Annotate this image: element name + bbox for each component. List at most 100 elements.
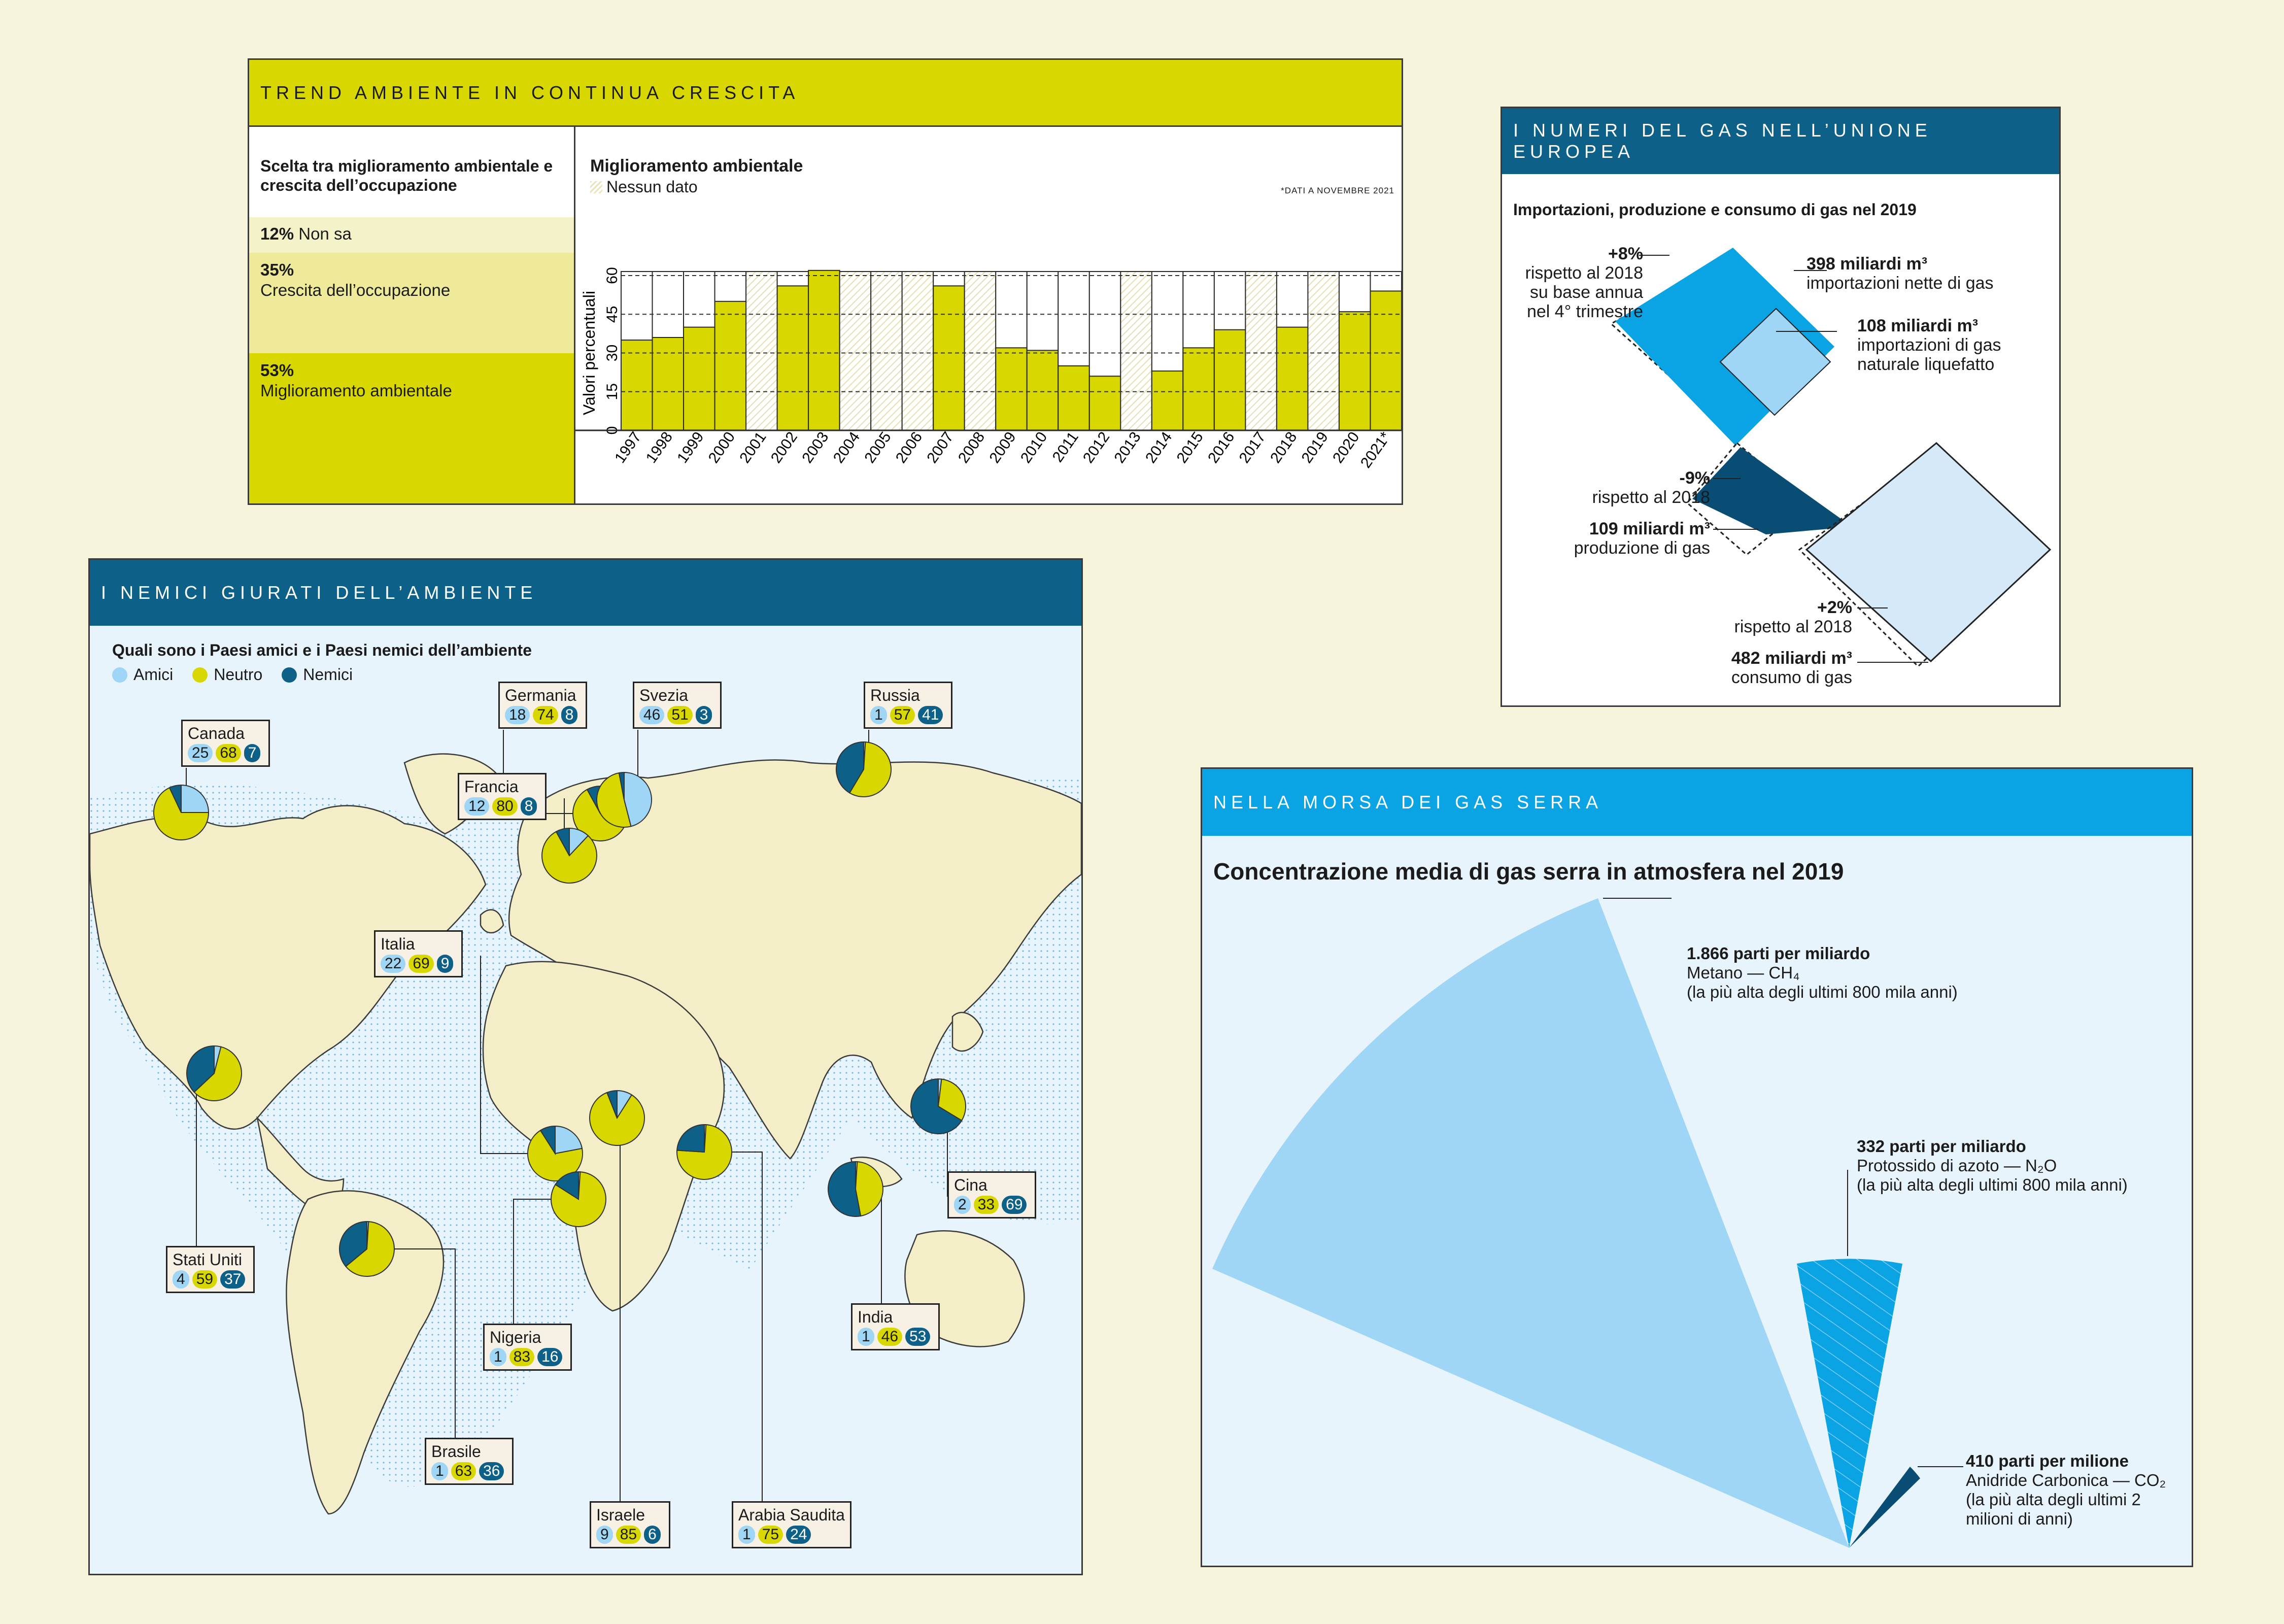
y-tick-label: 15 [604,383,621,400]
country-pie [836,741,892,797]
nodata-legend: Nessun dato [590,178,698,196]
value-nemici: 24 [786,1526,811,1544]
country-box: India 1 46 53 [851,1303,940,1350]
pie-slice-nemici [827,1161,862,1217]
country-values: 1 83 16 [490,1347,565,1366]
trend-divider [574,127,575,503]
serra-chart [1212,898,1963,1548]
country-box: Cina 2 33 69 [947,1171,1037,1219]
lng-value-label: 108 miliardi m³ importazioni di gas natu… [1857,316,2050,374]
pie-slice-neutro [527,1130,583,1181]
country-box: Italia 22 69 9 [374,930,463,977]
x-tick-label: 2018 [1267,429,1300,466]
leader-line [367,1248,456,1438]
value-nemici: 36 [479,1462,504,1480]
trend-item-occupazione: 35% Crescita dell’occupazione [249,253,574,353]
x-tick-label: 2005 [861,429,894,466]
value-neutro: 69 [408,955,434,973]
legend-amici: Amici [133,665,174,684]
x-tick-label: 2010 [1017,429,1050,466]
bar-column-bg [745,271,778,431]
country-box: Israele 9 85 6 [590,1501,670,1548]
occupazione-label: Crescita dell’occupazione [260,281,451,299]
pie-slice-neutro [345,1221,395,1277]
x-tick-label: 2017 [1236,429,1269,466]
bar-column-bg [1307,271,1340,431]
pie-slice-nemici [555,1171,579,1200]
country-name: Francia [464,777,519,796]
trend-header: TREND AMBIENTE IN CONTINUA CRESCITA [249,60,1402,127]
n2o-note: (la più alta degli ultimi 800 mila anni) [1857,1175,2128,1194]
country-name: Israele [596,1506,645,1524]
cons-value-label: 482 miliardi m³ consumo di gas [1649,649,1852,687]
pie-slice-neutro [596,772,632,828]
country-name: Nigeria [490,1328,541,1346]
co2-label: 410 parti per milione Anidride Carbonica… [1966,1451,2184,1529]
co2-name: Anidride Carbonica — CO₂ [1966,1471,2166,1490]
bar [652,337,685,431]
trend-panel: TREND AMBIENTE IN CONTINUA CRESCITA Scel… [248,58,1403,505]
x-tick-label: 2021* [1357,429,1394,471]
pie-slice-nemici [618,771,625,800]
value-nemici: 8 [520,797,537,816]
pie-slice-nemici [339,1221,367,1267]
country-values: 1 75 24 [738,1525,845,1544]
legend-nemici: Nemici [303,665,353,684]
pie-slice-nemici [676,1124,705,1153]
country-values: 46 51 3 [639,705,715,724]
imp-value: 398 miliardi m³ [1806,254,1928,274]
x-tick-label: 2007 [924,429,957,466]
value-amici: 12 [464,797,490,816]
country-name: Cina [954,1176,987,1194]
cons-value: 482 miliardi m³ [1731,649,1852,668]
production-square [1692,447,1852,534]
country-pie [186,1045,242,1101]
occupazione-pct: 35% [260,260,294,279]
x-tick-label: 2002 [768,429,801,466]
pie-slice-neutro [541,831,597,884]
bar [808,269,840,431]
country-name: Italia [381,935,415,953]
value-nemici: 69 [1002,1196,1027,1214]
y-tick-label: 60 [604,267,621,284]
country-pie [676,1124,732,1180]
bar [1182,347,1215,431]
country-name: Arabia Saudita [738,1506,845,1524]
nonsa-pct: 12% [260,224,294,243]
gas-eu-header-text: I NUMERI DEL GAS NELL’UNIONE EUROPEA [1513,120,1932,162]
imp-pct-label: +8% rispetto al 2018 su base annua nel 4… [1512,244,1644,321]
country-values: 1 57 41 [870,705,946,724]
methane-note: (la più alta degli ultimi 800 mila anni) [1687,983,1958,1001]
country-pie [153,784,210,840]
bar-column-bg [839,271,872,431]
lng-label: importazioni di gas naturale liquefatto [1857,335,2001,374]
value-neutro: 85 [616,1526,641,1544]
gas-eu-panel: I NUMERI DEL GAS NELL’UNIONE EUROPEA Imp… [1501,107,2061,707]
country-box: Svezia 46 51 3 [633,682,722,729]
country-pie [827,1161,883,1217]
n2o-value: 332 parti per miliardo [1857,1137,2026,1156]
serra-title: Concentrazione media di gas serra in atm… [1213,858,1844,885]
country-pie [339,1221,395,1277]
country-box: Canada 25 68 7 [181,720,270,767]
y-axis-label: Valori percentuali [580,291,598,415]
prod-pct-note: rispetto al 2018 [1592,488,1711,507]
nodata-label: Nessun dato [606,178,698,196]
methane-sector [1212,898,1849,1548]
x-tick-label: 2016 [1205,429,1238,466]
prod-value-label: 109 miliardi m³ produzione di gas [1532,519,1710,558]
value-amici: 1 [490,1348,506,1366]
country-values: 1 63 36 [431,1461,507,1480]
value-amici: 1 [738,1526,755,1544]
bar-column-bg [1120,271,1152,431]
pie-slice-amici [555,1125,583,1155]
country-pie [589,1090,645,1146]
country-values: 4 59 37 [173,1269,248,1289]
x-tick-label: 2006 [893,429,926,466]
country-box: Russia 1 57 41 [864,682,953,729]
value-amici: 4 [173,1270,189,1289]
country-pie [910,1078,966,1134]
bar [1213,329,1246,431]
x-tick-label: 2012 [1080,429,1113,466]
value-neutro: 46 [877,1328,903,1346]
